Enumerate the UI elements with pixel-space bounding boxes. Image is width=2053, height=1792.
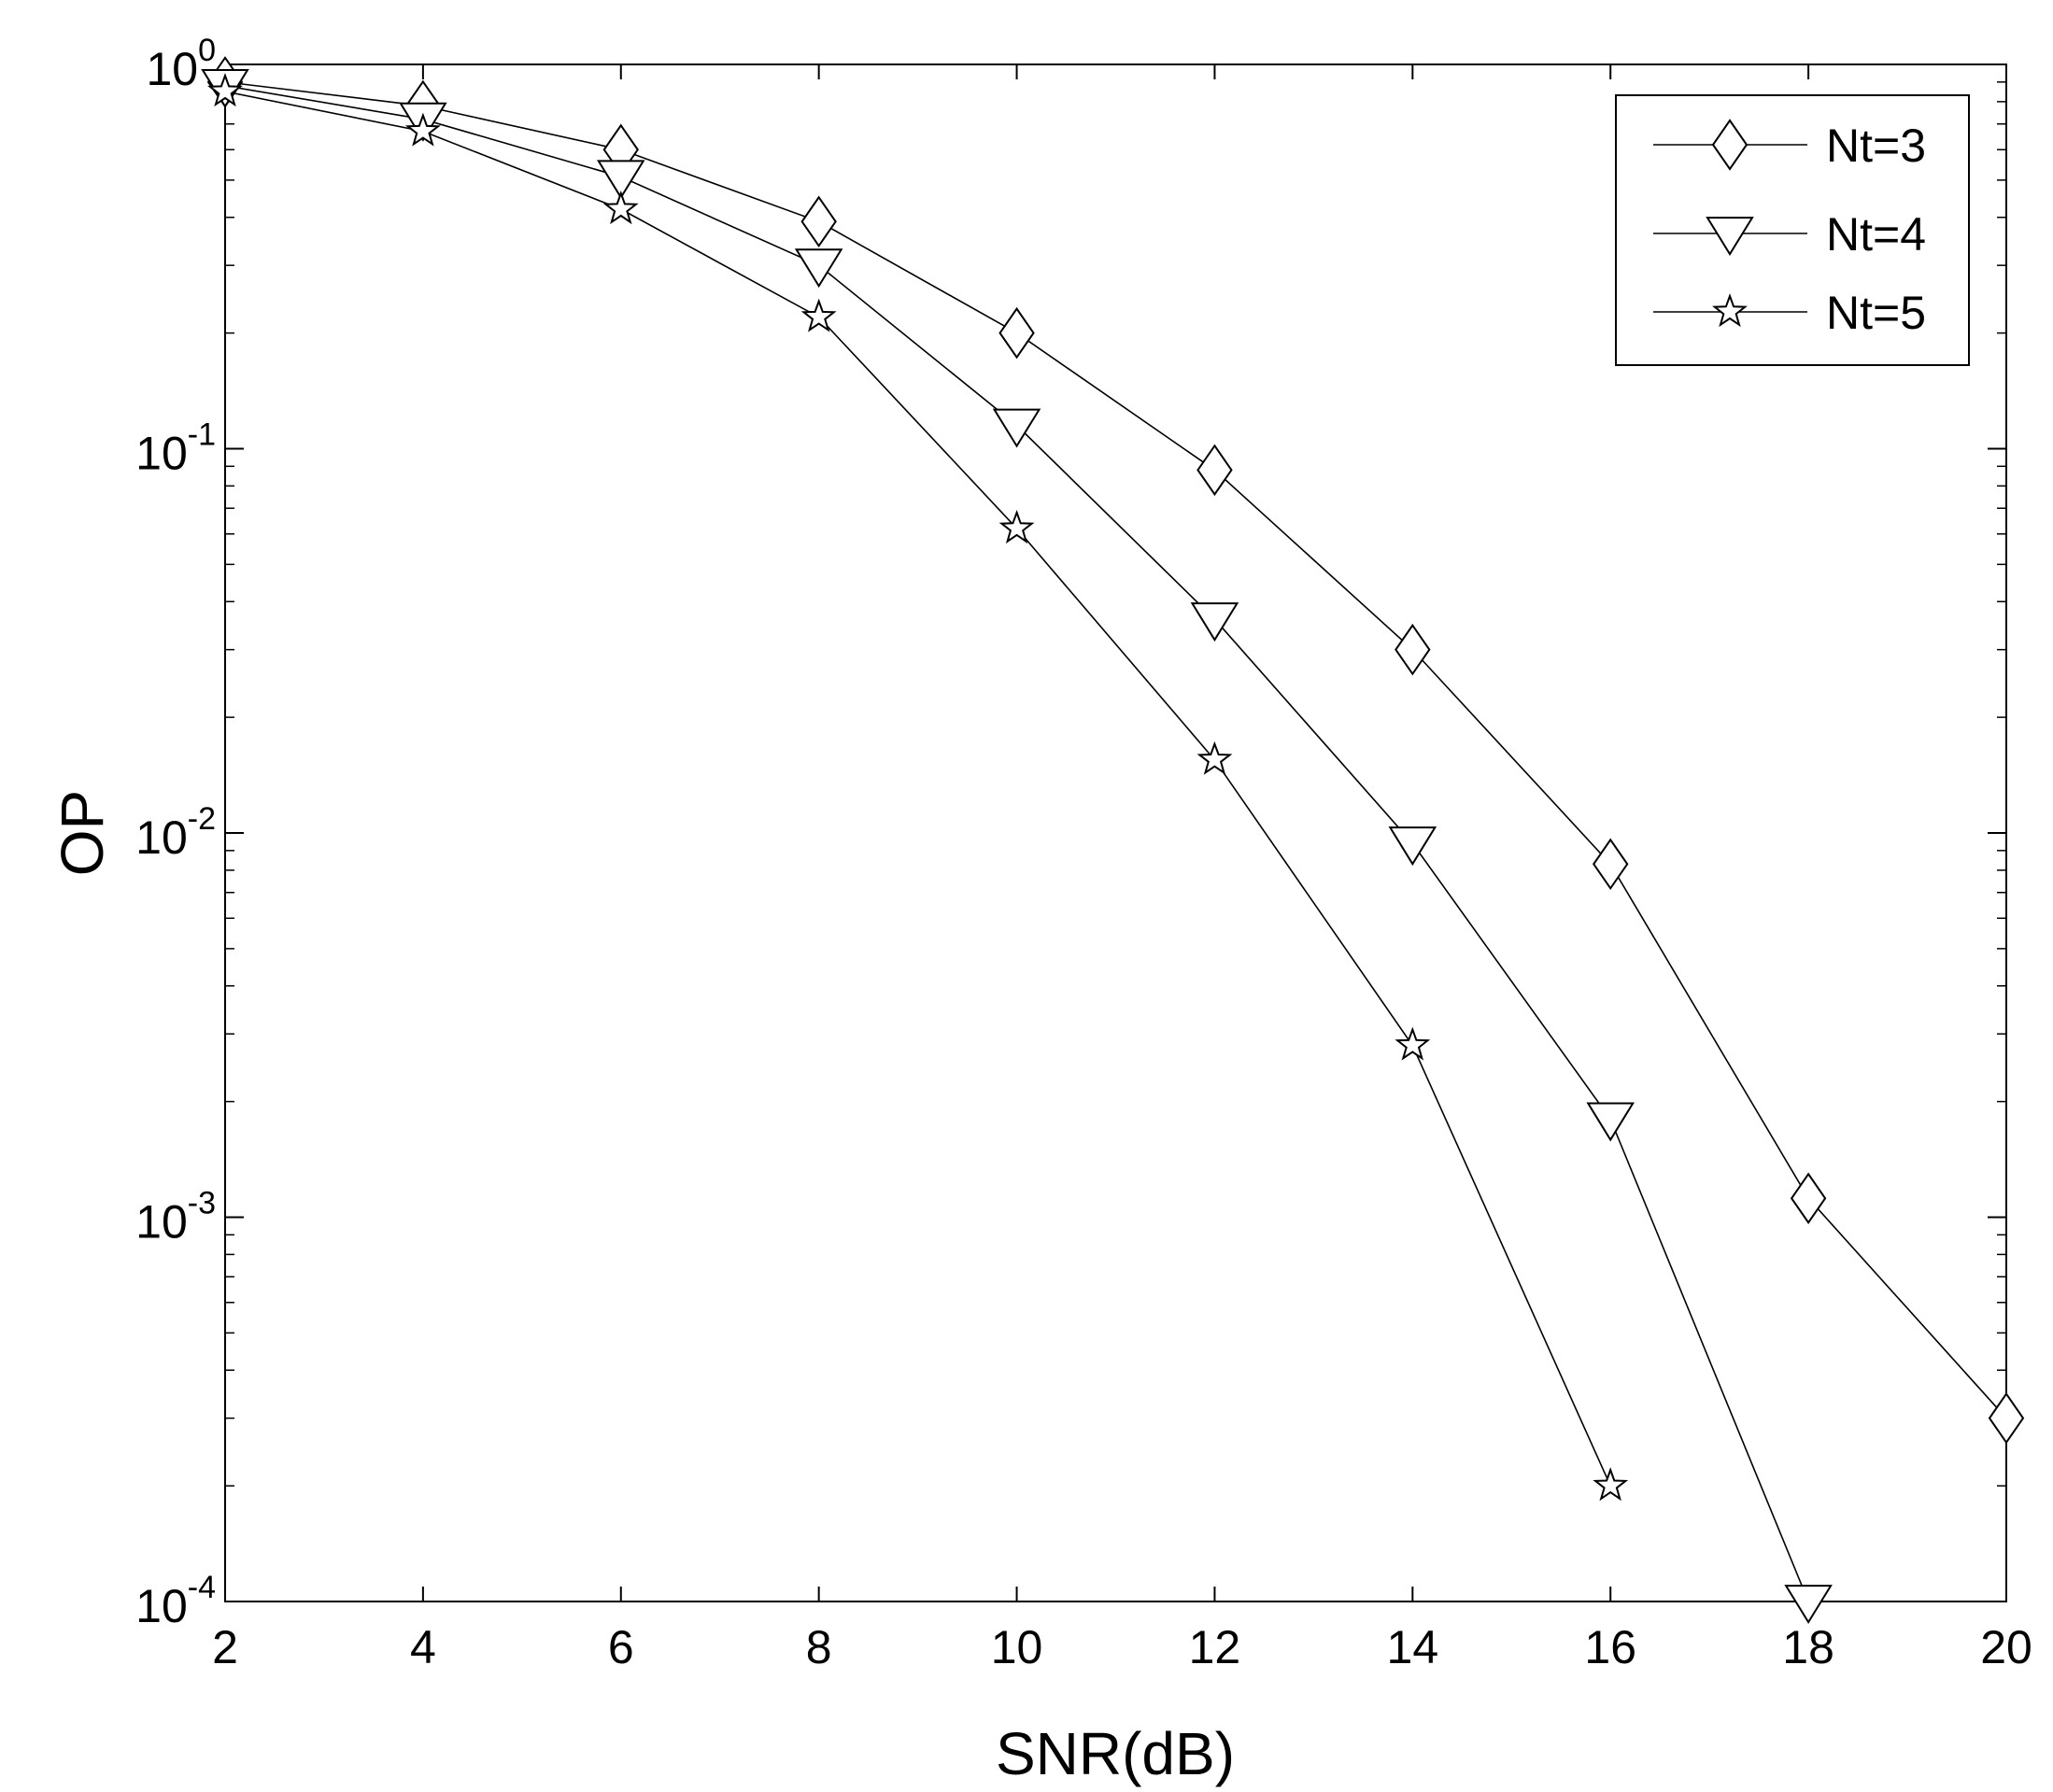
legend-label: Nt=5	[1826, 287, 1926, 339]
series-2-point	[596, 160, 645, 200]
y-tick-label: 10-2	[135, 801, 216, 864]
x-tick-label: 6	[608, 1621, 634, 1673]
y-tick-label: 10-3	[135, 1186, 216, 1249]
series-3-point	[1196, 741, 1233, 775]
series-3-point	[800, 298, 837, 332]
series-markers	[201, 56, 2025, 1625]
y-tick-labels: 100 10-1 10-2 10-3 10-4	[135, 33, 216, 1632]
legend: Nt=3 Nt=4 Nt=5	[1615, 94, 1970, 366]
series-3-point	[1593, 1467, 1629, 1502]
series-1-point	[1790, 1172, 1827, 1225]
x-tick-label: 16	[1584, 1621, 1636, 1673]
series-1-point	[1988, 1391, 2025, 1445]
y-tick-label: 10-1	[135, 417, 216, 480]
series-1-point	[800, 195, 837, 248]
x-tick-label: 2	[212, 1621, 238, 1673]
legend-label: Nt=3	[1826, 120, 1926, 172]
series-3-point	[1395, 1026, 1431, 1061]
series-1-point	[1395, 623, 1431, 676]
x-axis-label: SNR(dB)	[996, 1720, 1235, 1787]
legend-label: Nt=4	[1826, 208, 1926, 261]
series-2-point	[1586, 1102, 1635, 1142]
x-tick-label: 4	[410, 1621, 436, 1673]
series-3-point	[602, 190, 639, 225]
x-tick-label: 14	[1387, 1621, 1439, 1673]
legend-marker	[1706, 217, 1754, 257]
legend-box	[1615, 94, 1970, 366]
series-3-point	[207, 73, 243, 107]
series-2-point	[1388, 826, 1437, 867]
x-tick-label: 12	[1189, 1621, 1241, 1673]
minor-ticks	[225, 81, 2006, 1487]
series-1-point	[998, 306, 1035, 360]
series-1-point	[1196, 444, 1233, 497]
series-line-1	[224, 81, 2007, 1419]
y-tick-label: 10-4	[135, 1570, 216, 1632]
series-line-3	[224, 91, 1611, 1487]
legend-marker	[1711, 119, 1749, 171]
series-3-point	[998, 509, 1035, 544]
x-tick-label: 10	[991, 1621, 1043, 1673]
series-2-point	[1784, 1585, 1833, 1625]
series-2-point	[794, 248, 843, 289]
x-tick-label: 8	[806, 1621, 832, 1673]
legend-marker	[1712, 293, 1748, 328]
x-tick-labels: 2 4 6 8 10 12 14 16 18 20	[212, 1621, 2032, 1673]
series-1-point	[1593, 838, 1629, 891]
series-2-point	[1190, 602, 1239, 642]
series-2-point	[992, 408, 1041, 448]
y-tick-label: 100	[146, 33, 216, 95]
series-3-point	[404, 112, 441, 147]
x-tick-label: 18	[1782, 1621, 1834, 1673]
y-axis-label: OP	[49, 790, 116, 876]
x-tick-label: 20	[1980, 1621, 2032, 1673]
